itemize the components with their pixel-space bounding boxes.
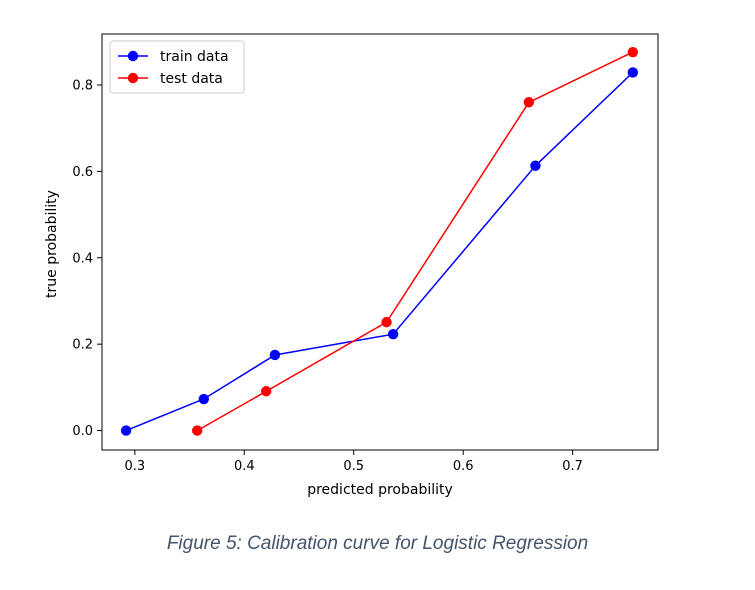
legend-test-data-label: test data bbox=[160, 71, 223, 87]
legend-box bbox=[109, 40, 245, 94]
y-tick-label: 0.4 bbox=[72, 251, 93, 266]
legend: train data test data bbox=[109, 40, 245, 94]
plot-area bbox=[101, 33, 659, 451]
test-data-point bbox=[260, 386, 272, 397]
x-tick-label: 0.6 bbox=[453, 459, 474, 474]
train-data-point bbox=[387, 329, 399, 340]
train-data-point bbox=[120, 425, 132, 436]
train-data-point bbox=[627, 67, 639, 78]
legend-train-data-marker bbox=[127, 50, 139, 62]
axes-frame bbox=[101, 33, 659, 451]
legend-test-data-marker bbox=[127, 72, 139, 84]
train-data-point bbox=[269, 349, 281, 361]
y-tick-label: 0.8 bbox=[72, 78, 93, 93]
x-axis-ticks: 0.3 0.4 0.5 0.6 0.7 bbox=[124, 450, 583, 474]
legend-train-data-label: train data bbox=[160, 49, 229, 65]
y-tick-label: 0.0 bbox=[72, 424, 93, 439]
y-axis-ticks: 0.0 0.2 0.4 0.6 0.8 bbox=[72, 78, 102, 439]
test-data-point bbox=[627, 46, 639, 58]
test-data-point bbox=[523, 97, 535, 108]
train-data-point bbox=[530, 160, 541, 171]
series-layer bbox=[120, 46, 639, 436]
figure-caption: Figure 5: Calibration curve for Logistic… bbox=[166, 533, 589, 554]
x-axis-title: predicted probability bbox=[307, 482, 453, 498]
train-data-point bbox=[198, 393, 209, 405]
test-data-point bbox=[381, 316, 392, 328]
x-tick-label: 0.7 bbox=[562, 459, 583, 474]
calibration-chart: 0.3 0.4 0.5 0.6 0.7 0.0 0.2 0.4 0.6 0.8 predicte… bbox=[44, 33, 659, 498]
test-data-point bbox=[192, 425, 203, 436]
x-tick-label: 0.3 bbox=[124, 459, 145, 474]
x-tick-label: 0.4 bbox=[234, 459, 255, 474]
x-tick-label: 0.5 bbox=[343, 459, 364, 474]
train-data-line bbox=[125, 71, 634, 432]
y-tick-label: 0.6 bbox=[72, 165, 93, 180]
y-tick-label: 0.2 bbox=[72, 338, 93, 353]
y-axis-title: true probability bbox=[44, 190, 60, 298]
